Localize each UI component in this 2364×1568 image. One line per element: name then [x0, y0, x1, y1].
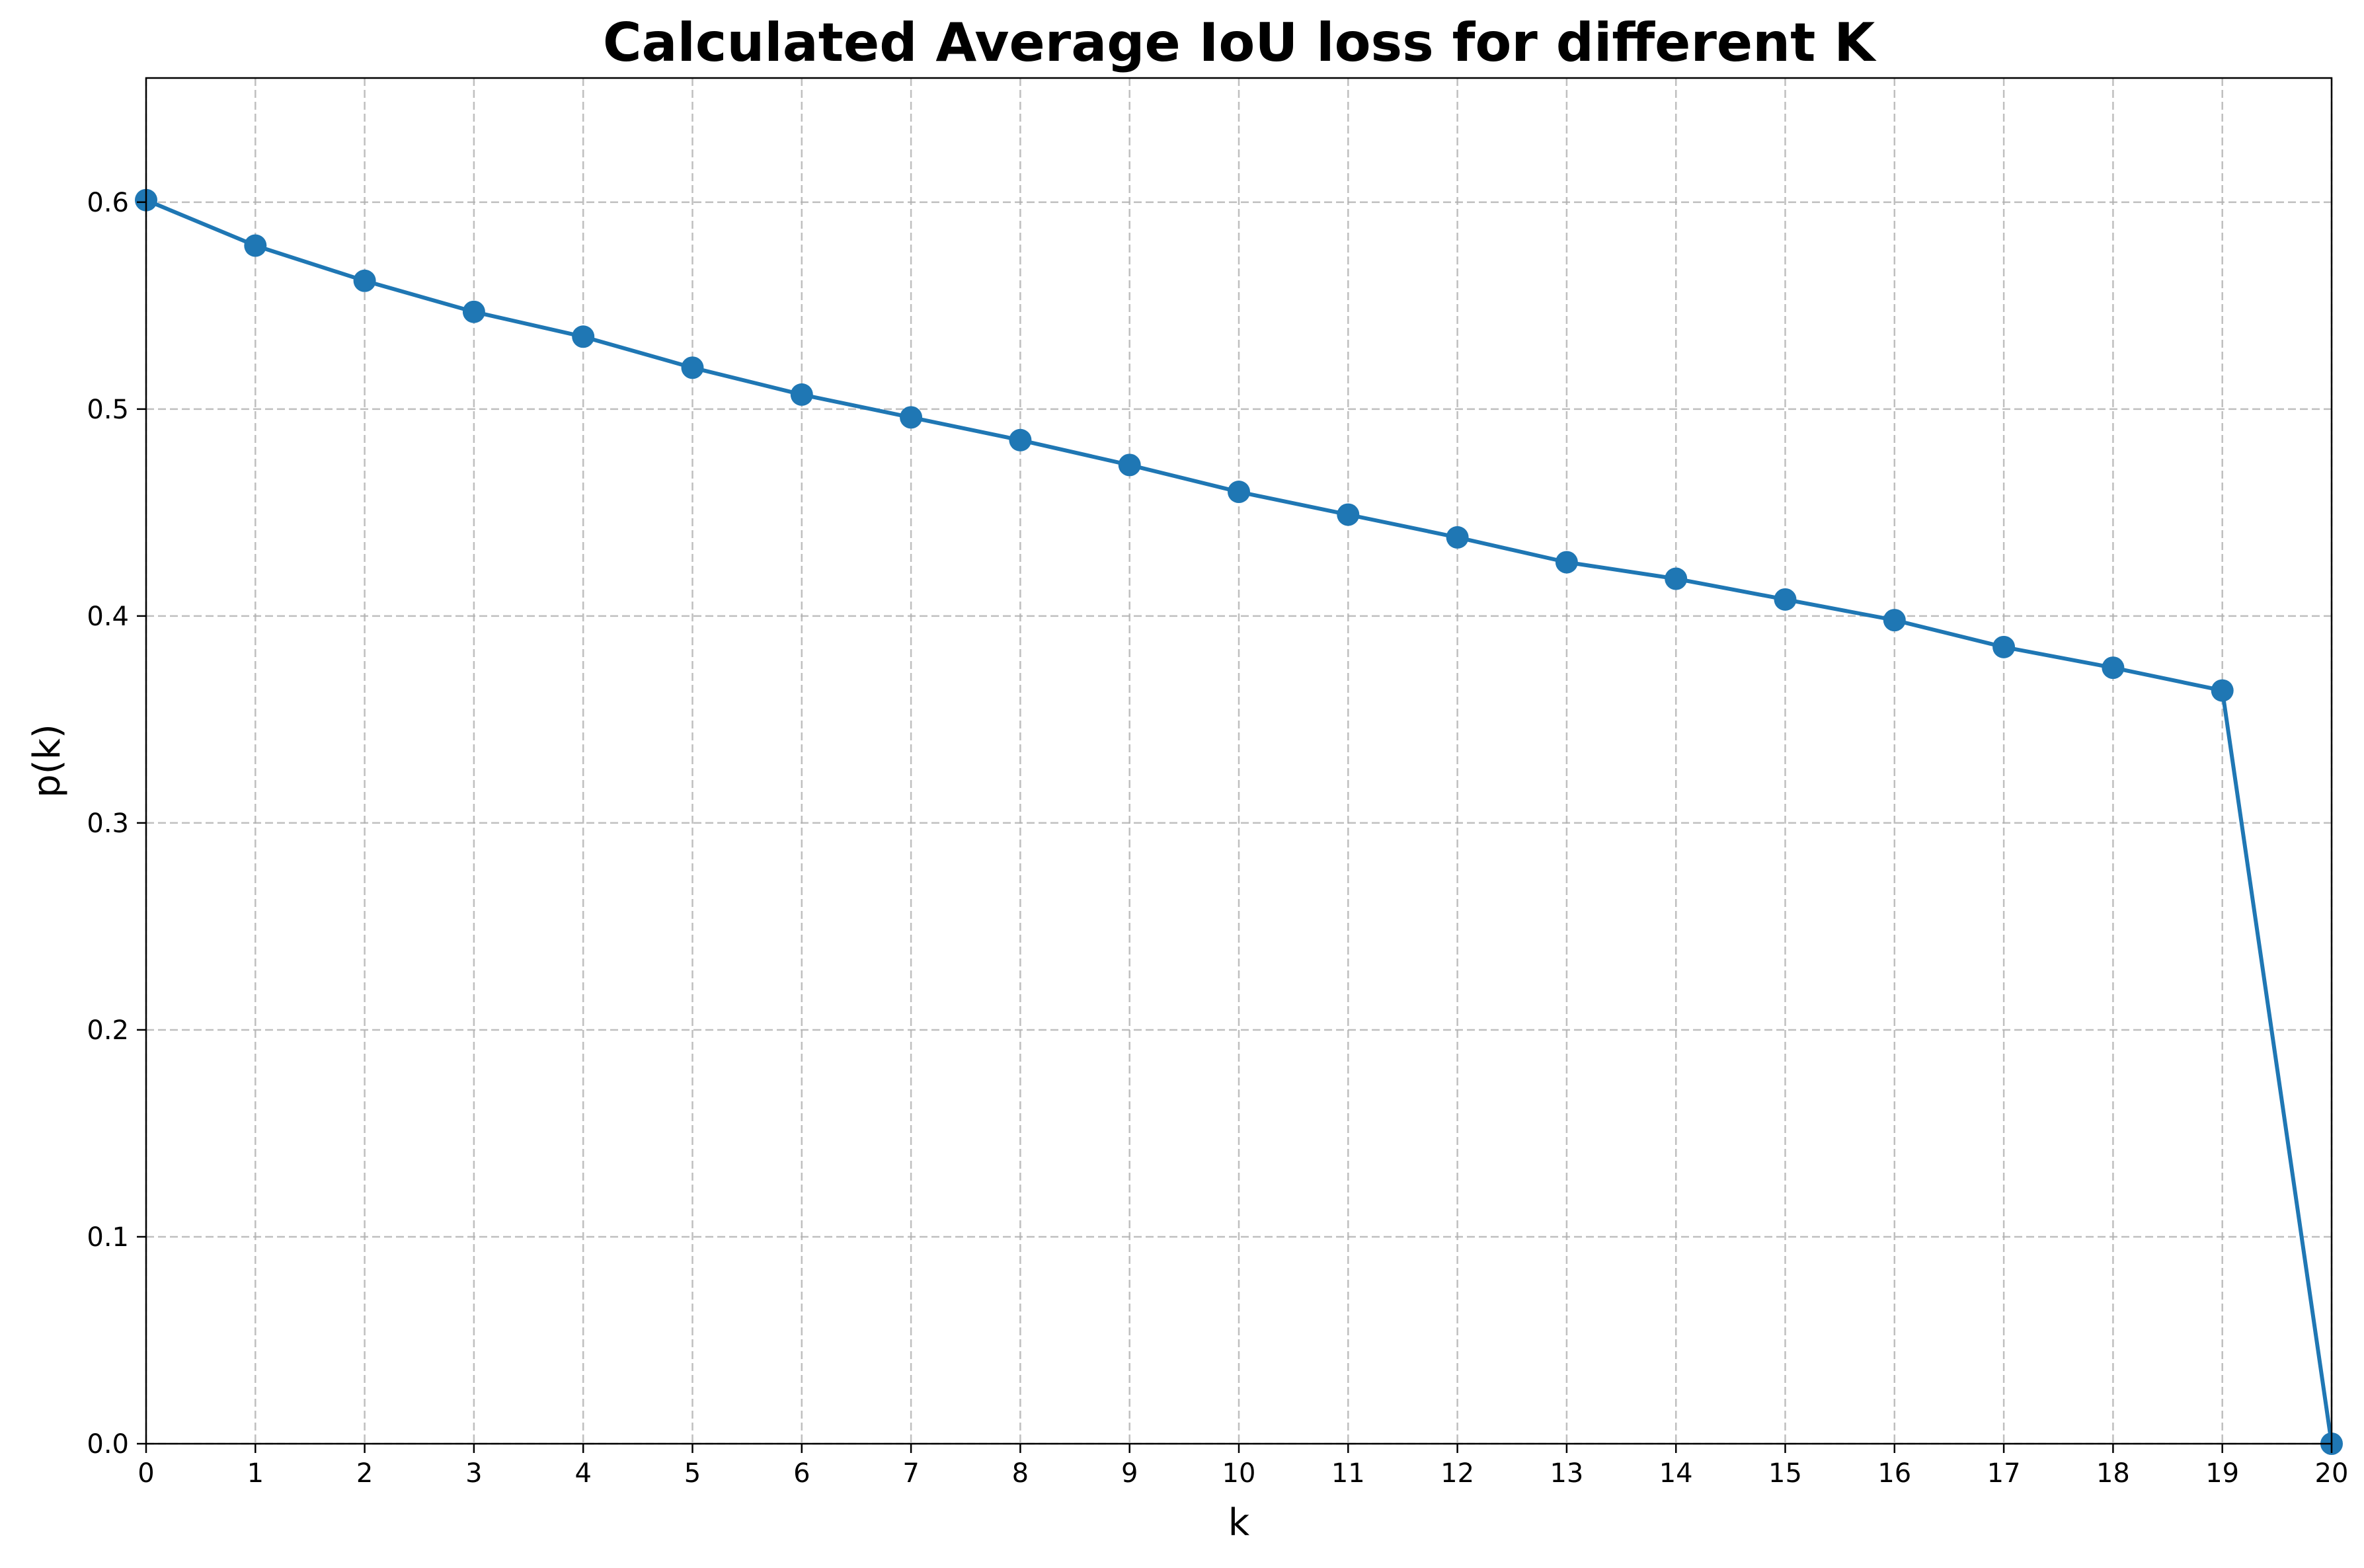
- x-tick-label: 3: [465, 1458, 482, 1489]
- y-tick-label: 0.5: [87, 395, 129, 425]
- x-tick-label: 9: [1121, 1458, 1138, 1489]
- data-point: [2211, 679, 2234, 702]
- data-point: [1118, 453, 1141, 477]
- y-tick-label: 0.3: [87, 808, 129, 839]
- data-point: [1446, 526, 1469, 549]
- data-point: [244, 234, 267, 257]
- y-tick-label: 0.0: [87, 1429, 129, 1460]
- data-point: [1883, 609, 1906, 632]
- x-tick-label: 20: [2315, 1458, 2349, 1489]
- x-tick-label: 6: [793, 1458, 810, 1489]
- y-axis-label: p(k): [26, 724, 69, 798]
- data-point: [790, 383, 813, 406]
- x-tick-label: 7: [902, 1458, 919, 1489]
- x-tick-label: 4: [574, 1458, 591, 1489]
- data-point: [353, 269, 376, 292]
- data-point: [1992, 635, 2016, 658]
- data-point: [2102, 656, 2125, 680]
- x-tick-label: 5: [684, 1458, 701, 1489]
- x-tick-label: 0: [138, 1458, 154, 1489]
- x-tick-label: 19: [2205, 1458, 2239, 1489]
- x-tick-label: 17: [1987, 1458, 2021, 1489]
- x-tick-label: 18: [2096, 1458, 2130, 1489]
- data-point: [900, 406, 923, 429]
- ticks: 0 1 2 3 4 5 6 7 8 9 10 11 12 13 14 15 16 17 18 19 200.00.10.…: [87, 188, 2348, 1489]
- x-tick-label: 1: [247, 1458, 264, 1489]
- x-tick-label: 10: [1222, 1458, 1256, 1489]
- data-point: [1555, 551, 1578, 574]
- data-point: [1009, 428, 1032, 451]
- data-point: [572, 325, 595, 348]
- data-point: [681, 356, 704, 379]
- x-tick-label: 8: [1012, 1458, 1029, 1489]
- y-tick-label: 0.2: [87, 1015, 129, 1046]
- y-tick-label: 0.4: [87, 602, 129, 632]
- x-tick-label: 14: [1659, 1458, 1693, 1489]
- data-point: [1774, 588, 1797, 611]
- x-tick-label: 15: [1768, 1458, 1802, 1489]
- data-point: [462, 300, 485, 323]
- chart-title: Calculated Average IoU loss for differen…: [603, 12, 1877, 73]
- y-tick-label: 0.1: [87, 1222, 129, 1253]
- x-tick-label: 13: [1550, 1458, 1583, 1489]
- y-tick-label: 0.6: [87, 188, 129, 218]
- data-point: [1337, 503, 1360, 526]
- x-tick-label: 11: [1331, 1458, 1365, 1489]
- x-axis-label: k: [1228, 1501, 1250, 1544]
- data-point: [1228, 481, 1250, 504]
- x-tick-label: 16: [1877, 1458, 1911, 1489]
- x-tick-label: 12: [1440, 1458, 1474, 1489]
- data-point: [1665, 567, 1688, 590]
- x-tick-label: 2: [356, 1458, 373, 1489]
- grid: [145, 78, 2333, 1445]
